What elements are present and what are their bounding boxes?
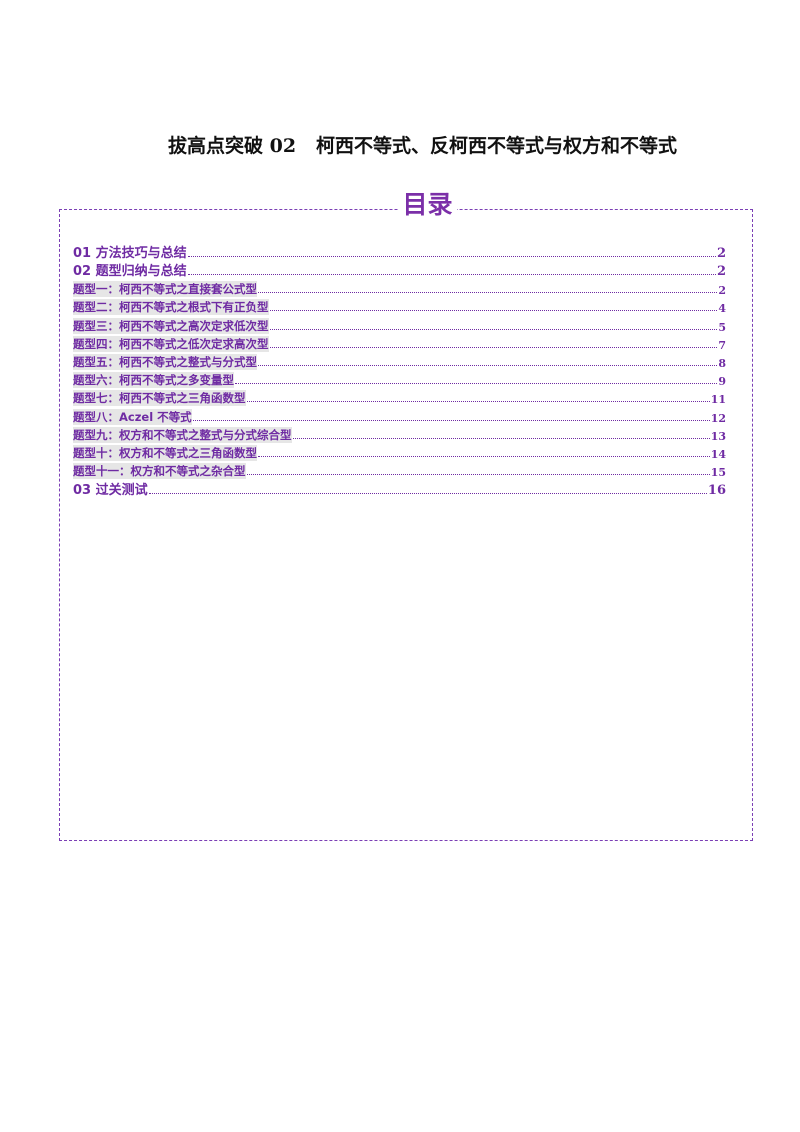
toc-list: 01 方法技巧与总结 2 02 题型归纳与总结 2 题型一：柯西不等式之直接套公式型 2 题… [73, 242, 726, 498]
toc-entry-label: 题型七：柯西不等式之三角函数型 [73, 390, 246, 407]
toc-entry-page: 2 [716, 245, 726, 261]
toc-entry[interactable]: 题型十一：权方和不等式之杂合型 15 [73, 461, 726, 480]
toc-entry-label: 题型十：权方和不等式之三角函数型 [73, 444, 257, 461]
toc-heading-container: 目录 [0, 188, 800, 222]
toc-entry-page: 12 [710, 411, 726, 425]
toc-heading: 目录 [398, 188, 457, 222]
toc-entry-page: 14 [710, 447, 726, 461]
toc-entry-page: 11 [710, 393, 726, 407]
toc-leader-dots [292, 437, 710, 439]
toc-entry-page: 7 [718, 338, 726, 352]
toc-leader-dots [258, 292, 718, 294]
toc-entry-label: 题型十一：权方和不等式之杂合型 [73, 463, 246, 480]
toc-entry-page: 4 [718, 302, 726, 316]
toc-leader-dots [235, 383, 718, 385]
toc-entry-label: 01 方法技巧与总结 [73, 245, 187, 261]
title-prefix: 拔高点突破 [168, 135, 264, 157]
toc-entry[interactable]: 题型六：柯西不等式之多变量型 9 [73, 370, 726, 389]
toc-entry-page: 16 [707, 482, 726, 498]
title-number: 02 [269, 135, 297, 157]
toc-entry-page: 13 [710, 429, 726, 443]
toc-entry[interactable]: 题型二：柯西不等式之根式下有正负型 4 [73, 297, 726, 316]
toc-entry[interactable]: 题型九：权方和不等式之整式与分式综合型 13 [73, 425, 726, 443]
toc-leader-dots [258, 364, 718, 366]
toc-entry[interactable]: 题型八：Aczel 不等式 12 [73, 406, 726, 425]
toc-entry-label: 题型五：柯西不等式之整式与分式型 [73, 353, 257, 370]
toc-entry-page: 15 [710, 466, 726, 480]
toc-entry-label: 题型一：柯西不等式之直接套公式型 [73, 281, 257, 298]
toc-entry[interactable]: 题型十：权方和不等式之三角函数型 14 [73, 443, 726, 461]
toc-entry-label: 题型九：权方和不等式之整式与分式综合型 [73, 426, 292, 443]
toc-entry-page: 8 [718, 356, 726, 370]
document-title: 拔高点突破 02 柯西不等式、反柯西不等式与权方和不等式 [0, 131, 800, 158]
toc-entry-label: 题型八：Aczel 不等式 [73, 408, 192, 425]
toc-entry-page: 2 [716, 264, 726, 279]
toc-leader-dots [187, 255, 716, 257]
toc-leader-dots [187, 274, 716, 275]
toc-leader-dots [148, 492, 707, 494]
toc-leader-dots [269, 310, 718, 312]
toc-entry[interactable]: 题型三：柯西不等式之高次定求低次型 5 [73, 315, 726, 334]
toc-entry[interactable]: 01 方法技巧与总结 2 [73, 242, 726, 261]
toc-leader-dots [269, 346, 718, 348]
toc-leader-dots [269, 328, 718, 330]
toc-entry-label: 03 过关测试 [73, 482, 148, 498]
toc-leader-dots [246, 474, 710, 476]
toc-entry-label: 题型四：柯西不等式之低次定求高次型 [73, 335, 269, 352]
title-topic: 柯西不等式、反柯西不等式与权方和不等式 [315, 135, 677, 157]
toc-entry-page: 5 [718, 320, 726, 334]
toc-entry-label: 题型二：柯西不等式之根式下有正负型 [73, 299, 269, 316]
toc-leader-dots [258, 455, 710, 457]
toc-entry[interactable]: 03 过关测试 16 [73, 479, 726, 498]
toc-entry-label: 题型六：柯西不等式之多变量型 [73, 372, 234, 389]
toc-entry[interactable]: 题型四：柯西不等式之低次定求高次型 7 [73, 334, 726, 352]
toc-entry-label: 题型三：柯西不等式之高次定求低次型 [73, 317, 269, 334]
toc-entry[interactable]: 题型七：柯西不等式之三角函数型 11 [73, 388, 726, 407]
toc-leader-dots [192, 419, 710, 421]
toc-leader-dots [246, 401, 710, 403]
toc-entry-page: 9 [718, 375, 726, 389]
toc-entry[interactable]: 题型五：柯西不等式之整式与分式型 8 [73, 352, 726, 370]
toc-entry[interactable]: 题型一：柯西不等式之直接套公式型 2 [73, 279, 726, 298]
toc-entry-label: 02 题型归纳与总结 [73, 264, 187, 279]
toc-entry-page: 2 [718, 284, 726, 298]
toc-entry[interactable]: 02 题型归纳与总结 2 [73, 261, 726, 279]
